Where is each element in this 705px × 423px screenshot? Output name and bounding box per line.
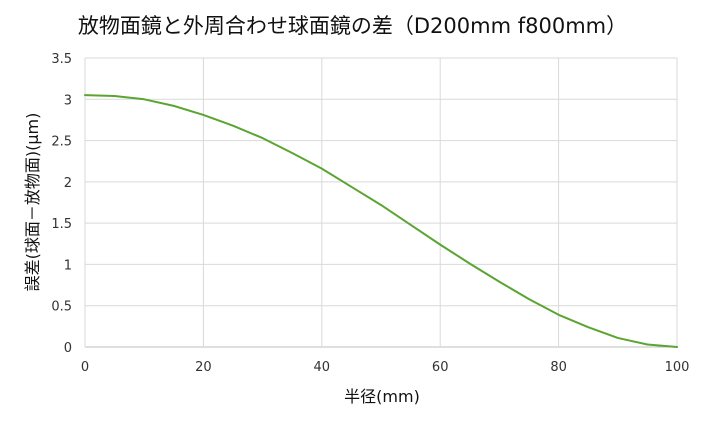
x-tick-label: 40 (314, 360, 331, 375)
y-tick-label: 3.5 (51, 52, 72, 67)
x-tick-label: 80 (550, 360, 567, 375)
y-tick-label: 2 (64, 176, 72, 191)
series-layer (84, 94, 678, 348)
chart-title: 放物面鏡と外周合わせ球面鏡の差（D200mm f800mm） (77, 14, 628, 38)
grid-layer (84, 57, 678, 348)
y-tick-label: 2.5 (51, 135, 72, 150)
y-tick-label: 3 (64, 93, 72, 108)
x-tick-label: 100 (665, 360, 690, 375)
x-tick-label: 60 (432, 360, 449, 375)
tick-layer: 0 0.5 1 1.5 2 2.5 3 3.5 0 20 40 60 80 100 (51, 52, 689, 375)
y-axis-title: 誤差(球面－放物面)(μm) (23, 113, 42, 292)
y-tick-label: 1.5 (51, 217, 72, 232)
y-tick-label: 0.5 (51, 300, 72, 315)
x-axis-title: 半径(mm) (344, 387, 420, 406)
series-line (84, 94, 678, 348)
x-tick-label: 20 (195, 360, 212, 375)
x-tick-label: 0 (81, 360, 89, 375)
y-tick-label: 1 (64, 258, 72, 273)
y-tick-label: 0 (64, 341, 72, 356)
